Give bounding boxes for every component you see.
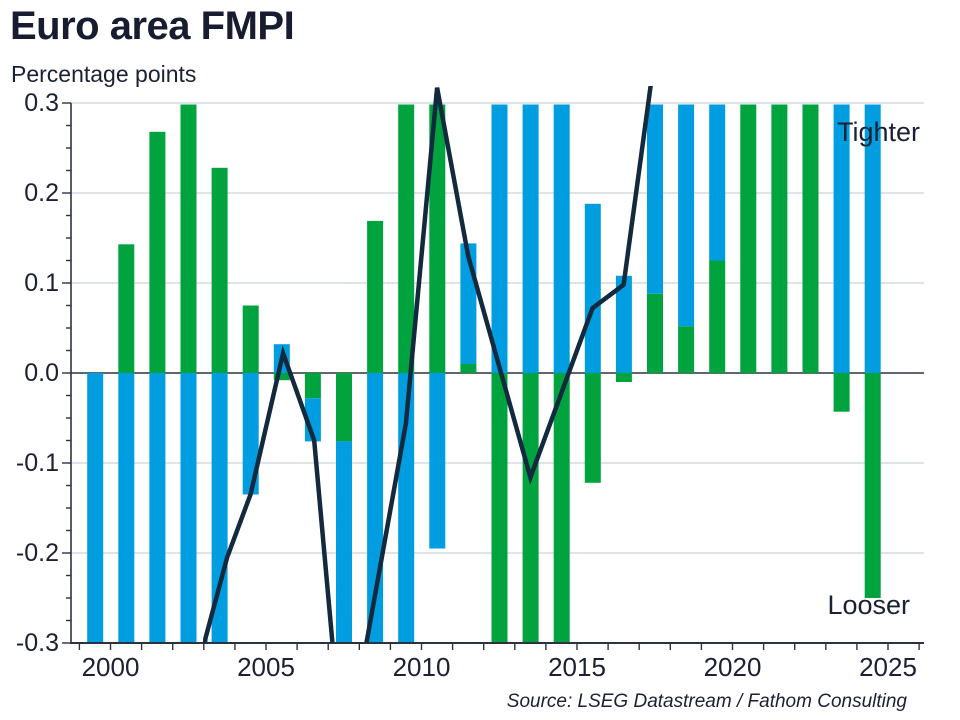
bar-blue-2024 — [864, 104, 881, 373]
y-axis-label-0.0: 0.0 — [24, 359, 59, 387]
page-title: Euro area FMPI — [10, 4, 295, 48]
bar-blue-2002 — [180, 373, 197, 643]
bar-green-2018 — [678, 326, 695, 373]
bar-blue-2015 — [584, 203, 601, 373]
annotation-looser: Looser — [827, 590, 910, 620]
bar-green-2012 — [491, 373, 508, 643]
bar-green-2013 — [522, 373, 539, 643]
bar-blue-2001 — [149, 373, 166, 643]
bar-blue-1999 — [87, 373, 104, 643]
x-axis-label-2000: 2000 — [81, 652, 140, 682]
y-axis-label-0.1: 0.1 — [24, 269, 59, 297]
bar-green-2001 — [149, 131, 166, 373]
y-axis-label--0.2: -0.2 — [15, 539, 59, 567]
bar-blue-2010 — [429, 373, 446, 549]
bar-green-2007 — [336, 373, 352, 442]
bar-green-2000 — [118, 244, 135, 373]
bar-blue-2004 — [242, 373, 259, 495]
bar-blue-2016 — [615, 275, 632, 373]
bar-green-2009 — [398, 104, 415, 373]
x-axis-label-2015: 2015 — [548, 652, 606, 682]
bar-green-2010 — [429, 104, 446, 373]
y-axis-label-0.3: 0.3 — [24, 89, 59, 117]
bar-green-2011 — [460, 364, 477, 373]
bar-blue-2014 — [553, 104, 570, 373]
bar-green-2021 — [771, 104, 788, 373]
bar-green-2015 — [584, 373, 601, 483]
bar-green-2002 — [180, 104, 197, 373]
bar-green-2023 — [833, 373, 850, 412]
bar-green-2016 — [615, 373, 632, 382]
bar-green-2019 — [709, 260, 726, 373]
bar-green-2005 — [273, 373, 290, 381]
bar-green-2024 — [864, 373, 881, 598]
annotation-tighter: Tighter — [836, 117, 920, 147]
bar-blue-2012 — [491, 104, 508, 373]
bars-layer — [87, 104, 881, 643]
fmpi-line — [202, 86, 653, 643]
y-axis-label-0.2: 0.2 — [24, 179, 59, 207]
x-axis-label-2020: 2020 — [703, 652, 762, 682]
x-axis-label-2010: 2010 — [392, 652, 451, 682]
bar-blue-2013 — [522, 104, 539, 373]
bar-green-2006 — [304, 373, 321, 399]
y-axis-label--0.1: -0.1 — [15, 449, 59, 477]
bar-blue-2000 — [118, 373, 135, 643]
bar-green-2014 — [553, 373, 570, 643]
y-axis-label--0.3: -0.3 — [15, 629, 59, 657]
x-axis-label-2005: 2005 — [237, 652, 295, 682]
chart-subtitle: Percentage points — [11, 61, 197, 87]
bar-blue-2017 — [647, 104, 663, 294]
bar-green-2022 — [802, 104, 819, 373]
bar-green-2004 — [242, 305, 259, 373]
bar-green-2017 — [647, 293, 663, 373]
bar-blue-2023 — [833, 104, 850, 373]
bar-green-2008 — [367, 220, 384, 373]
bar-blue-2018 — [678, 104, 695, 327]
bar-blue-2007 — [336, 441, 352, 643]
source-credit: Source: LSEG Datastream / Fathom Consult… — [506, 691, 907, 712]
bar-blue-2019 — [709, 104, 726, 261]
bar-green-2003 — [211, 167, 228, 373]
bar-green-2020 — [740, 104, 757, 373]
x-axis-label-2025: 2025 — [859, 652, 917, 682]
